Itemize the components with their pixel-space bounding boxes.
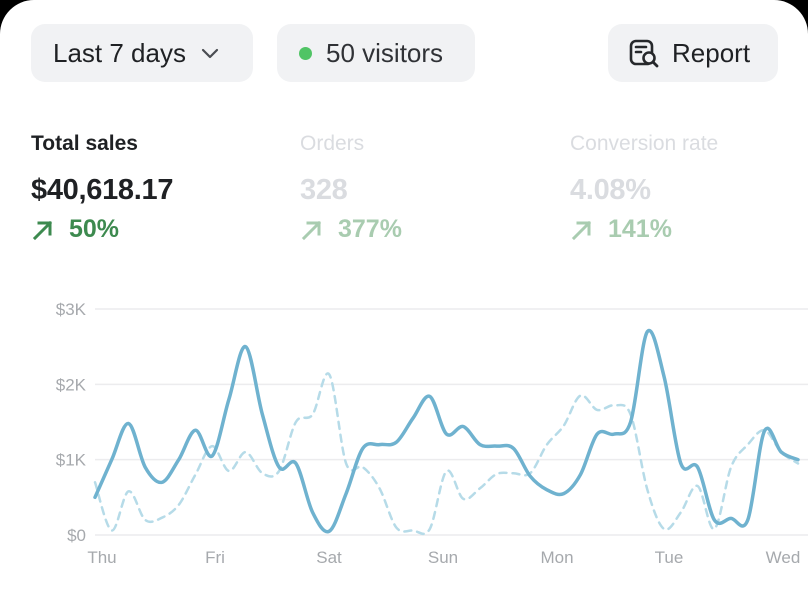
x-tick-label: Tue (655, 548, 684, 567)
x-tick-label: Thu (87, 548, 116, 567)
previous-period-line (93, 372, 800, 536)
report-label: Report (672, 37, 751, 68)
metric-total-sales[interactable]: Total sales $40,618.17 50% (31, 132, 173, 244)
y-tick-label: $0 (67, 526, 86, 545)
current-period-line (93, 328, 800, 534)
arrow-up-right-icon (301, 220, 322, 240)
arrow-up-right-icon (571, 220, 592, 240)
metric-change: 50% (31, 215, 173, 244)
y-tick-label: $3K (56, 300, 87, 319)
y-tick-label: $2K (56, 375, 87, 394)
x-tick-label: Mon (540, 548, 573, 567)
report-search-icon (629, 39, 659, 68)
x-tick-label: Sun (428, 548, 458, 567)
metric-label: Conversion rate (570, 132, 719, 155)
arrow-up-right-icon (32, 220, 53, 240)
metric-value: 328 (300, 174, 348, 206)
live-dot-icon (299, 46, 312, 60)
live-visitors-button[interactable]: 50 visitors (277, 24, 475, 82)
metric-change: 377% (300, 215, 402, 244)
metric-label: Orders (300, 132, 365, 155)
y-tick-label: $1K (56, 451, 87, 470)
metric-value: 4.08% (570, 174, 651, 206)
chevron-down-icon (201, 48, 219, 59)
metric-conversion-rate[interactable]: Conversion rate 4.08% 141% (570, 132, 718, 244)
date-range-dropdown[interactable]: Last 7 days (31, 24, 253, 82)
report-button[interactable]: Report (608, 24, 778, 82)
x-tick-label: Fri (205, 548, 225, 567)
x-tick-label: Sat (316, 548, 342, 567)
metric-change-value: 141% (608, 215, 672, 243)
metric-change: 141% (570, 215, 718, 244)
visitors-label: 50 visitors (326, 37, 444, 68)
metric-change-value: 50% (69, 215, 120, 243)
x-tick-label: Wed (766, 548, 801, 567)
metric-label: Total sales (31, 132, 138, 155)
date-range-label: Last 7 days (53, 37, 186, 68)
metric-change-value: 377% (338, 215, 402, 243)
metric-value: $40,618.17 (31, 174, 174, 206)
sales-line-chart[interactable]: $0 $1K $2K $3K Thu Fri Sat Sun Mon Tue Wed (0, 290, 808, 590)
metric-orders[interactable]: Orders 328 377% (300, 132, 402, 244)
